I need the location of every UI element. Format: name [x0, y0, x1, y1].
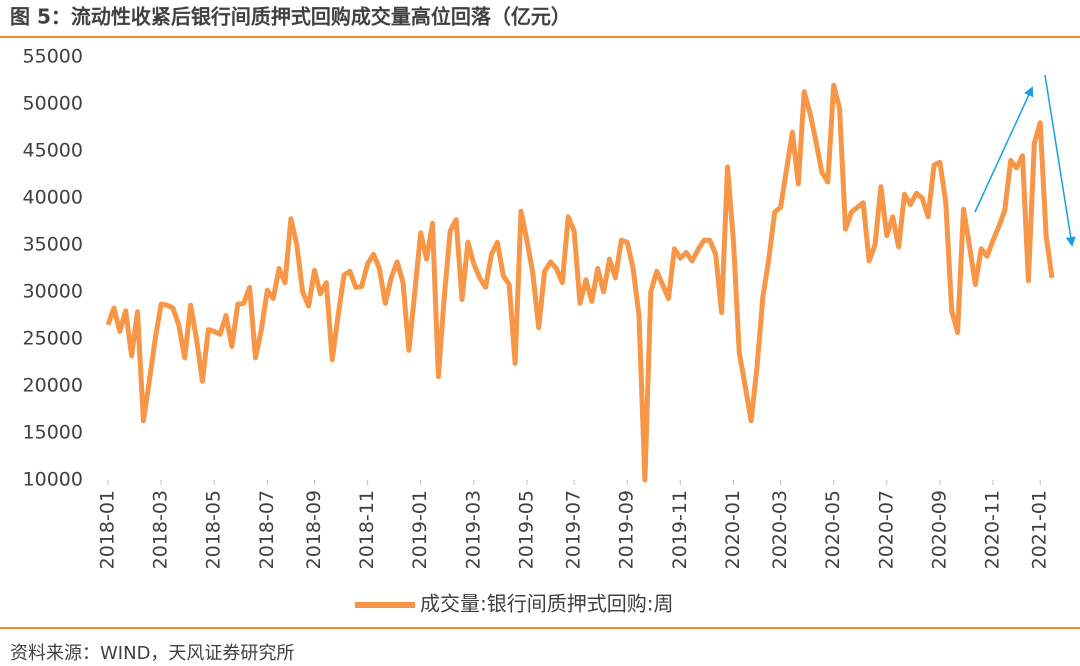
- x-tick-label: 2020-03: [769, 490, 791, 569]
- x-tick-label: 2019-09: [616, 490, 638, 569]
- y-tick-label: 20000: [23, 375, 83, 397]
- x-tick-label: 2018-07: [256, 490, 278, 569]
- y-tick-label: 50000: [23, 93, 83, 115]
- x-tick-label: 2019-07: [563, 490, 585, 569]
- x-tick-label: 2018-03: [150, 490, 172, 569]
- legend-label: 成交量:银行间质押式回购:周: [420, 592, 673, 616]
- annotation-arrow: [974, 86, 1034, 213]
- y-tick-label: 10000: [23, 469, 83, 491]
- chart-title: 图 5：流动性收紧后银行间质押式回购成交量高位回落（亿元）: [10, 5, 571, 29]
- x-tick-label: 2021-01: [1029, 490, 1051, 569]
- x-tick-label: 2020-07: [875, 490, 897, 569]
- x-tick-label: 2020-11: [982, 490, 1004, 569]
- data-line: [105, 82, 1055, 483]
- annotation-arrow: [1044, 74, 1076, 247]
- x-tick-label: 2018-09: [303, 490, 325, 569]
- y-tick-label: 25000: [23, 328, 83, 350]
- y-tick-label: 30000: [23, 281, 83, 303]
- x-tick-label: 2019-03: [462, 490, 484, 569]
- x-tick-label: 2020-01: [722, 490, 744, 569]
- x-tick-label: 2018-01: [97, 490, 119, 569]
- x-tick-label: 2020-09: [928, 490, 950, 569]
- y-tick-label: 15000: [23, 422, 83, 444]
- x-tick-label: 2019-05: [515, 490, 537, 569]
- y-tick-label: 35000: [23, 234, 83, 256]
- y-tick-label: 55000: [23, 46, 83, 68]
- x-tick-label: 2020-05: [822, 490, 844, 569]
- source-note: 资料来源：WIND，天风证券研究所: [10, 643, 294, 664]
- x-tick-label: 2018-11: [356, 490, 378, 569]
- x-tick-label: 2019-11: [669, 490, 691, 569]
- y-tick-label: 40000: [23, 187, 83, 209]
- x-tick-label: 2018-05: [203, 490, 225, 569]
- x-tick-label: 2019-01: [409, 490, 431, 569]
- y-tick-label: 45000: [23, 140, 83, 162]
